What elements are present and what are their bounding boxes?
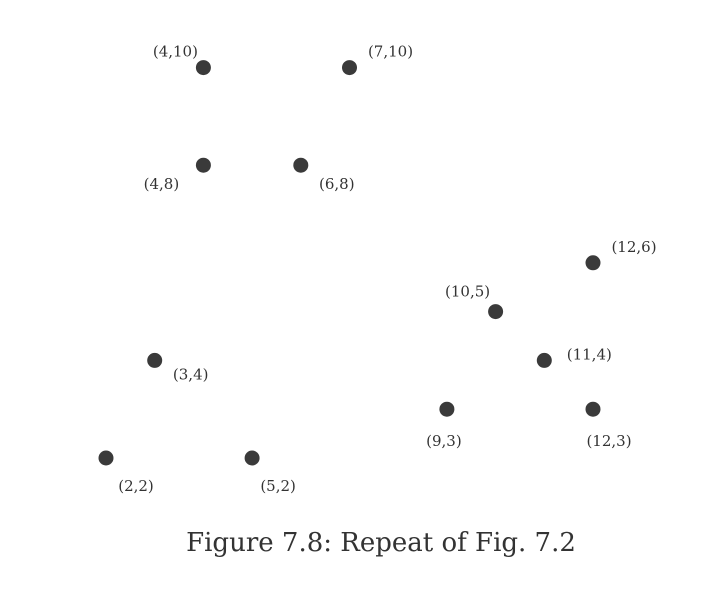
point-label: (4,8)	[144, 175, 180, 193]
point-label: (2,2)	[118, 477, 154, 495]
point-label: (11,4)	[567, 345, 612, 363]
point-label: (12,6)	[611, 238, 656, 256]
data-point	[585, 255, 601, 271]
figure-caption: Figure 7.8: Repeat of Fig. 7.2	[186, 528, 576, 558]
data-point	[195, 157, 211, 173]
data-point	[195, 60, 211, 76]
data-point	[536, 352, 552, 368]
data-point	[585, 401, 601, 417]
point-label: (6,8)	[319, 175, 355, 193]
point-label: (5,2)	[260, 477, 296, 495]
data-point	[488, 304, 504, 320]
point-label: (9,3)	[426, 432, 462, 450]
data-point	[98, 450, 114, 466]
data-point	[439, 401, 455, 417]
point-label: (4,10)	[153, 43, 198, 61]
data-point	[342, 60, 357, 76]
data-point	[244, 450, 260, 466]
labels-layer: (4,10) (7,10) (4,8) (6,8) (12,6) (10,5) (11,4)…	[118, 43, 656, 495]
point-label: (7,10)	[368, 43, 413, 61]
data-point	[293, 157, 309, 173]
point-label: (12,3)	[586, 432, 631, 450]
points-layer	[98, 60, 601, 466]
data-point	[147, 352, 163, 368]
point-label: (3,4)	[173, 365, 209, 383]
point-label: (10,5)	[445, 283, 490, 301]
